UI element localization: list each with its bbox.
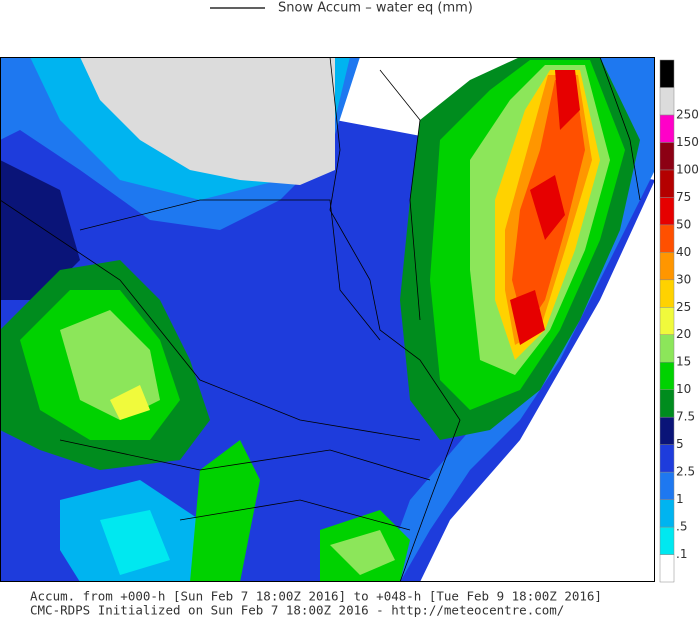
colorbar-swatch — [659, 526, 675, 555]
colorbar-label: 1 — [676, 492, 684, 506]
colorbar-label: 5 — [676, 437, 684, 451]
colorbar-label: 75 — [676, 190, 691, 204]
colorbar-label: 7.5 — [676, 410, 695, 424]
colorbar-swatch — [659, 471, 675, 500]
colorbar-swatch — [659, 169, 675, 198]
colorbar-label: .5 — [676, 520, 687, 534]
colorbar-swatch — [659, 499, 675, 528]
colorbar-label: 2.5 — [676, 465, 695, 479]
colorbar-label: 15 — [676, 355, 691, 369]
colorbar-swatch — [659, 389, 675, 418]
colorbar-label: 40 — [676, 245, 691, 259]
colorbar-label: 30 — [676, 272, 691, 286]
colorbar-swatch — [659, 307, 675, 335]
colorbar-label: 100 — [676, 162, 699, 176]
colorbar-label: 50 — [676, 217, 691, 231]
colorbar-swatch — [659, 59, 675, 88]
colorbar-swatch — [659, 554, 675, 583]
colorbar-swatch — [659, 279, 675, 308]
colorbar-swatch — [659, 361, 675, 390]
colorbar-swatch — [659, 114, 675, 143]
map — [0, 57, 655, 582]
colorbar-swatch — [659, 252, 675, 281]
colorbar-label: .1 — [676, 547, 687, 561]
footer-line: CMC-RDPS Initialized on Sun Feb 7 18:00Z… — [30, 603, 564, 618]
colorbar-label: 150 — [676, 135, 699, 149]
colorbar-swatch — [659, 444, 675, 473]
colorbar-label: 20 — [676, 327, 691, 341]
colorbar: .1 .5 1 2.5 5 7.5 10 15 20 25 30 40 50 75 100 150 250 — [659, 59, 699, 583]
colorbar-swatch — [659, 334, 675, 363]
colorbar-swatch — [659, 142, 675, 171]
colorbar-swatch — [659, 416, 675, 445]
colorbar-label: 250 — [676, 107, 699, 121]
footer-line: Accum. from +000-h [Sun Feb 7 18:00Z 201… — [30, 589, 602, 604]
colorbar-swatch — [659, 224, 675, 253]
colorbar-label: 25 — [676, 300, 691, 314]
colorbar-swatch — [659, 197, 675, 226]
colorbar-swatch — [659, 87, 675, 116]
legend-label: Snow Accum – water eq (mm) — [278, 1, 473, 16]
colorbar-label: 10 — [676, 382, 691, 396]
